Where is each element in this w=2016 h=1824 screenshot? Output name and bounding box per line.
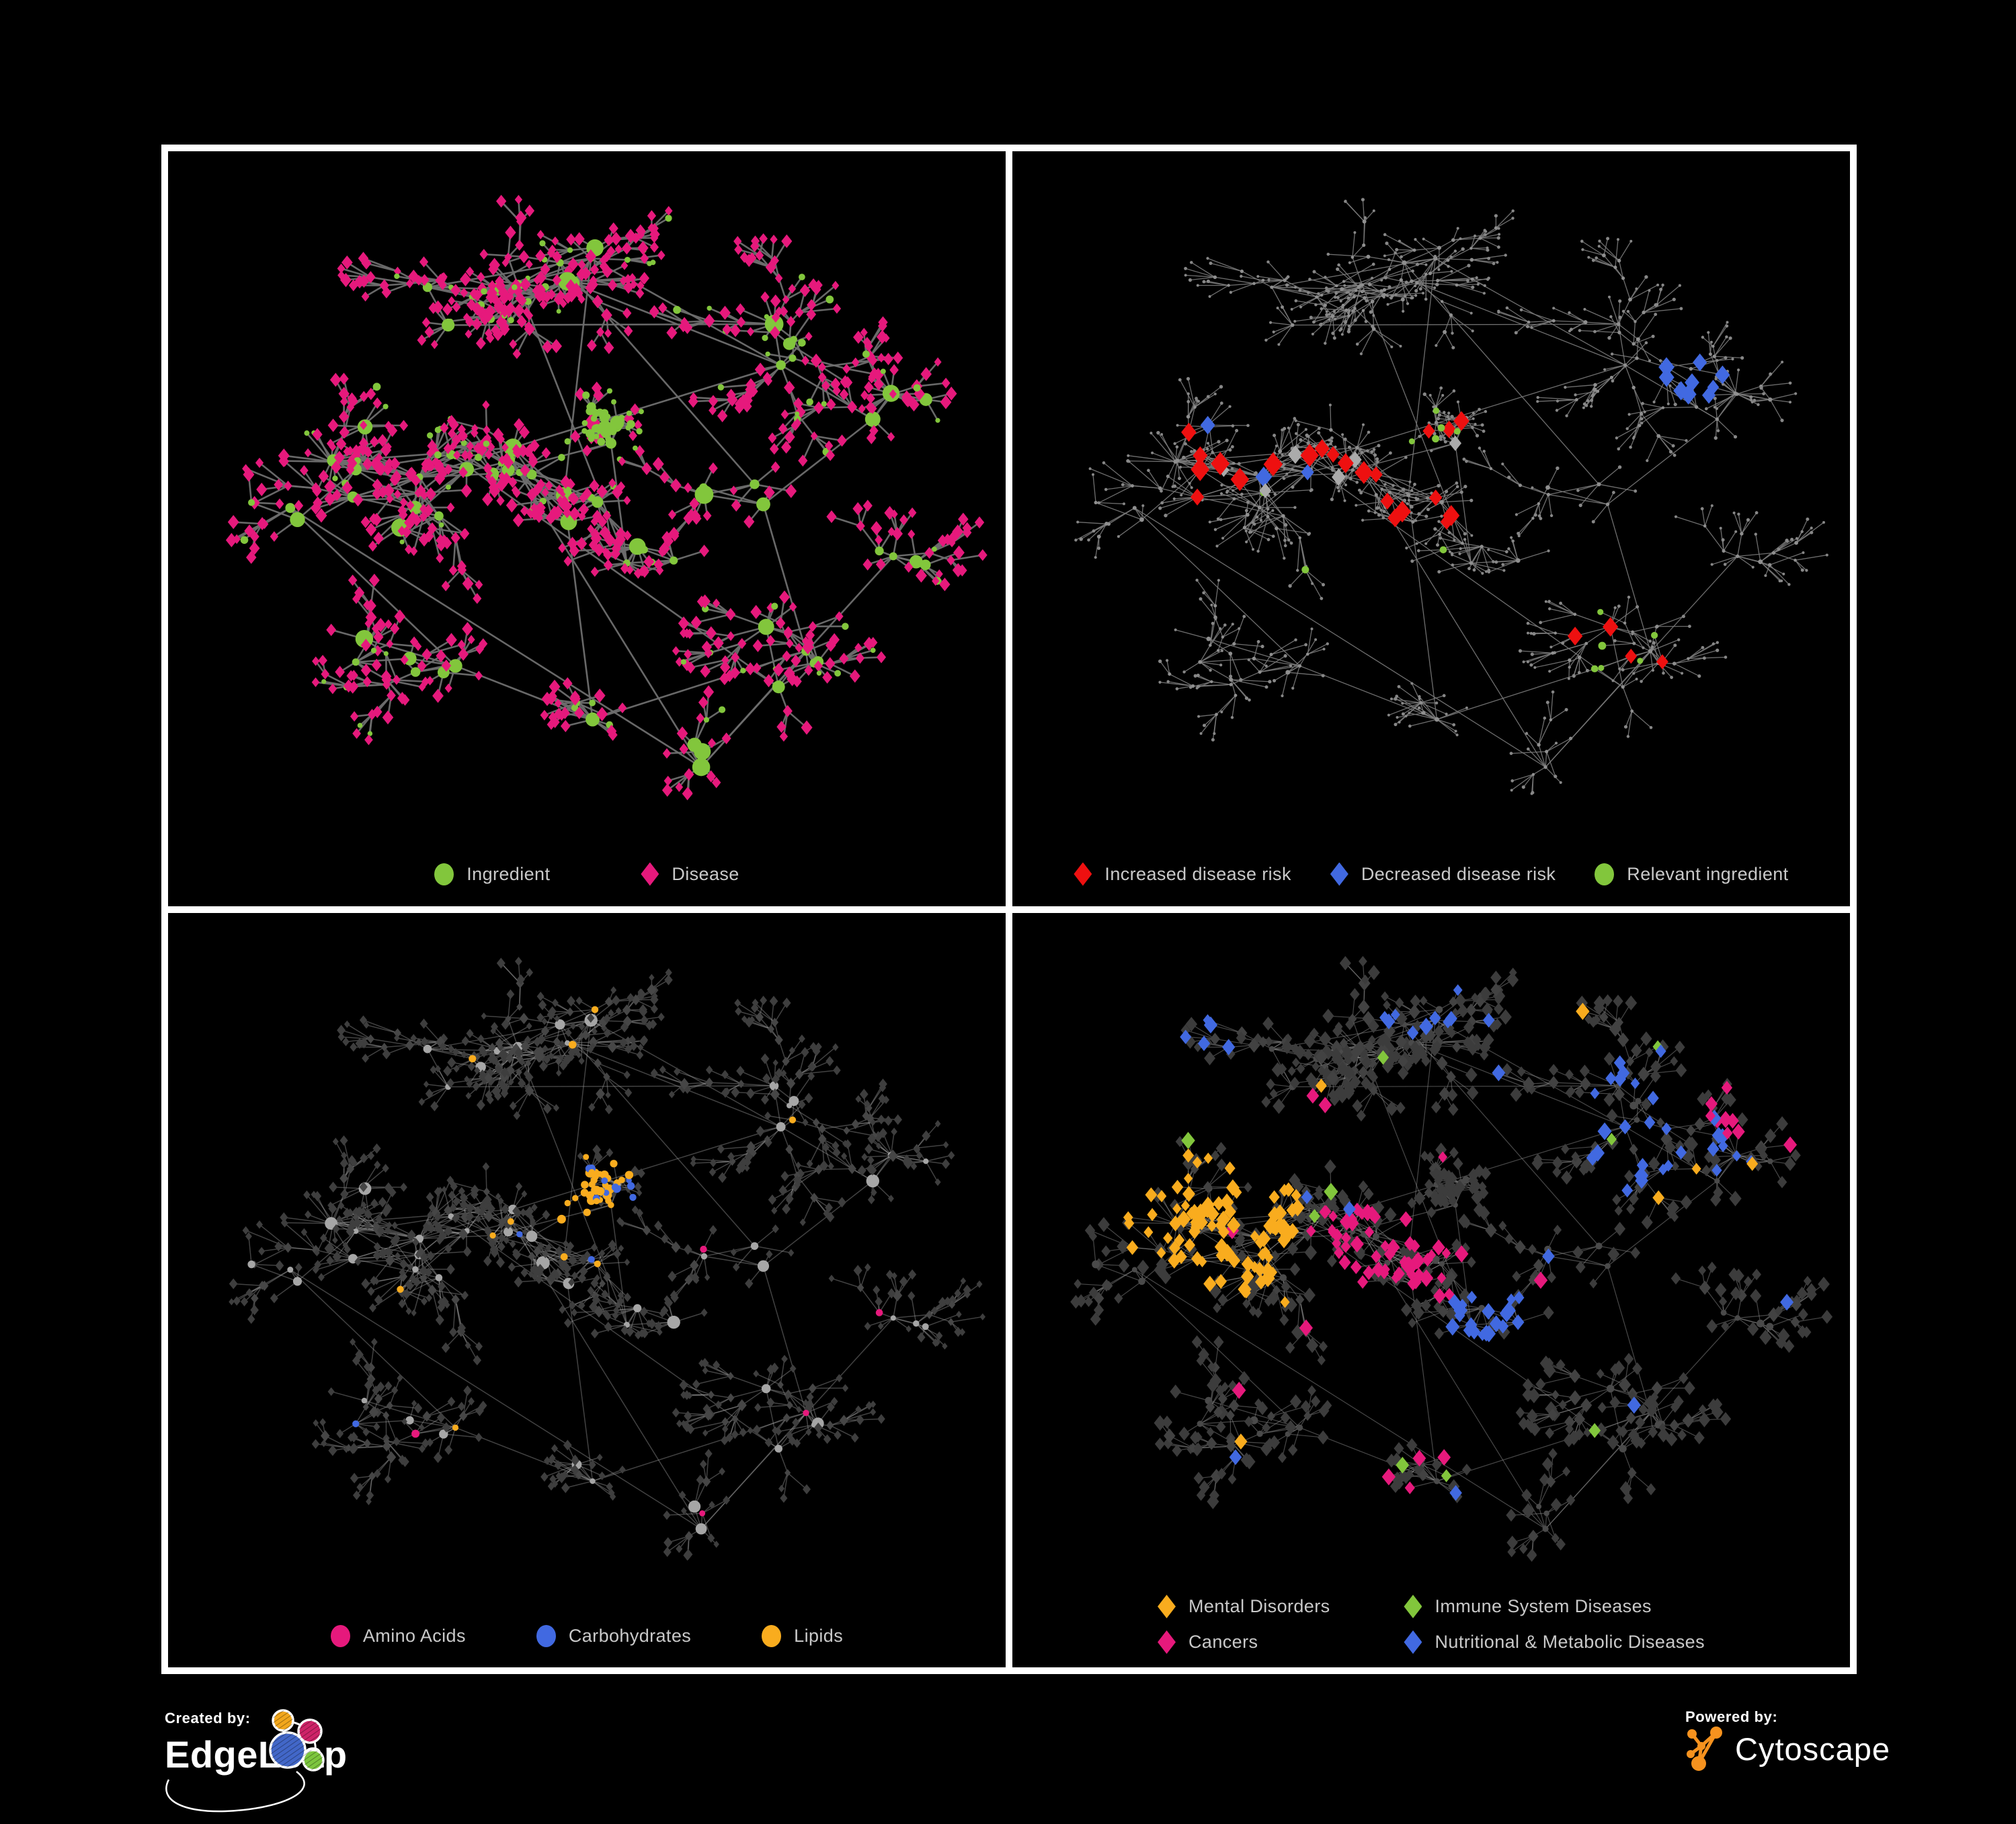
diamond-marker [1158,1630,1176,1654]
legend-label: Decreased disease risk [1361,864,1556,885]
edgeleap-logo-icon [165,1710,454,1824]
legend-item-immune-system-diseases: Immune System Diseases [1404,1595,1652,1618]
legend-item-increased-disease-risk: Increased disease risk [1074,863,1291,886]
diamond-marker [1404,1595,1422,1618]
legend-item-cancers: Cancers [1158,1630,1258,1654]
legend-label: Nutritional & Metabolic Diseases [1435,1632,1705,1653]
legend-item-nutritional-metabolic-diseases: Nutritional & Metabolic Diseases [1404,1630,1705,1654]
legend-label: Lipids [794,1626,843,1647]
legend-disease-categories: Mental Disorders Immune System Diseases Ca… [1158,1595,1705,1654]
legend-label: Mental Disorders [1188,1596,1330,1617]
legend-label: Relevant ingredient [1627,864,1788,885]
cytoscape-logo-icon [1685,1726,1726,1772]
legend-item-carbohydrates: Carbohydrates [536,1625,691,1647]
panel-disease-risk: Increased disease risk Decreased disease … [1012,151,1850,906]
diamond-marker [1330,863,1348,886]
circle-marker [536,1625,556,1647]
disease-categories-network-graph [1012,913,1850,1668]
legend-label: Disease [672,864,739,885]
powered-by-label: Powered by: [1685,1708,1914,1726]
circle-marker [434,863,454,885]
legend-label: Immune System Diseases [1435,1596,1652,1617]
figure-grid: Ingredient Disease Increased disease risk… [161,145,1857,1674]
disease-risk-network-graph [1012,151,1850,906]
nutrient-classes-network-graph [168,913,1006,1668]
circle-marker [1595,863,1614,885]
panel-ingredient-disease: Ingredient Disease [168,151,1006,906]
legend-label: Cancers [1188,1632,1258,1653]
diamond-marker [641,863,659,886]
diamond-marker [1404,1630,1422,1654]
legend-item-disease: Disease [641,863,739,886]
legend-item-lipids: Lipids [762,1625,843,1647]
legend-item-mental-disorders: Mental Disorders [1158,1595,1330,1618]
legend-item-decreased-disease-risk: Decreased disease risk [1330,863,1556,886]
powered-by-block: Powered by: Cytoscape [1685,1708,1914,1782]
panel-nutrient-classes: Amino Acids Carbohydrates Lipids [168,913,1006,1668]
legend-label: Ingredient [467,864,550,885]
legend-item-relevant-ingredient: Relevant ingredient [1595,863,1788,885]
legend-label: Increased disease risk [1104,864,1291,885]
legend-nutrient-classes: Amino Acids Carbohydrates Lipids [168,1625,1006,1647]
legend-item-ingredient: Ingredient [434,863,550,885]
created-by-block: Created by: EdgeLeap [165,1710,454,1824]
circle-marker [762,1625,781,1647]
legend-ingredient-disease: Ingredient Disease [168,863,1006,886]
cytoscape-brand-text: Cytoscape [1735,1731,1890,1768]
legend-disease-risk: Increased disease risk Decreased disease … [1012,863,1850,886]
diamond-marker [1074,863,1092,886]
panel-disease-categories: Mental Disorders Immune System Diseases Ca… [1012,913,1850,1668]
edgeleap-swoosh [166,1772,304,1811]
legend-item-amino-acids: Amino Acids [331,1625,466,1647]
circle-marker [331,1625,350,1647]
ingredient-disease-network-graph [168,151,1006,906]
legend-label: Amino Acids [363,1626,466,1647]
diamond-marker [1158,1595,1176,1618]
legend-label: Carbohydrates [569,1626,691,1647]
